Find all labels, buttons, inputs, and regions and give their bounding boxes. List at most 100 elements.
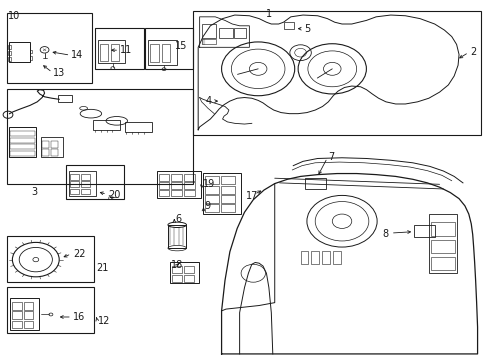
Bar [193,12,480,135]
Bar [221,186,234,194]
Bar [203,173,241,214]
Bar [205,195,219,203]
Bar [100,44,108,61]
Bar [171,190,182,197]
Bar [81,189,90,194]
Text: 22: 22 [73,248,85,258]
Bar [98,40,125,63]
Bar [183,190,194,197]
Text: 19: 19 [203,179,215,189]
Bar [300,251,308,264]
Bar [305,178,325,189]
Bar [332,251,340,264]
Bar [70,174,79,180]
Bar [6,89,193,184]
Bar [311,251,319,264]
Text: 2: 2 [469,47,475,57]
Bar [6,235,94,282]
Text: 12: 12 [98,316,110,326]
Bar [172,266,182,273]
Text: 17: 17 [245,191,257,201]
Bar [9,41,30,62]
Text: 11: 11 [120,45,132,55]
Text: 20: 20 [108,190,120,200]
Bar [201,39,216,44]
Bar [233,28,245,39]
Text: 5: 5 [304,24,310,34]
Text: 3: 3 [31,187,38,197]
Bar [158,174,169,181]
Bar [10,131,35,136]
Bar [9,127,36,157]
Bar [205,204,219,212]
Bar [23,320,33,328]
Bar [205,186,219,194]
Bar [322,251,329,264]
Bar [6,287,94,333]
Bar [23,302,33,310]
Bar [183,182,194,189]
Bar [430,222,454,236]
Bar [144,28,193,69]
Bar [219,28,232,39]
Text: 10: 10 [8,12,20,22]
Text: 6: 6 [175,214,181,224]
Bar [42,149,49,156]
Bar [30,56,32,60]
Text: 8: 8 [381,229,387,239]
Text: 9: 9 [204,201,210,211]
Bar [81,174,90,180]
Bar [158,190,169,197]
Text: 15: 15 [175,41,187,51]
Bar [70,189,79,194]
Bar [65,165,124,199]
Bar [205,176,219,184]
Bar [10,298,39,330]
Text: 21: 21 [96,263,108,273]
Bar [201,24,216,39]
Bar [10,150,35,156]
Bar [111,44,119,61]
Bar [93,120,120,130]
Bar [157,171,200,198]
Bar [8,57,11,61]
Bar [430,239,454,253]
Bar [125,122,152,132]
Bar [12,320,21,328]
Bar [58,95,72,102]
Bar [183,174,194,181]
Bar [172,275,182,282]
Bar [12,311,21,319]
Bar [70,181,79,187]
Bar [69,171,96,196]
Bar [95,28,143,69]
Text: δ←: δ← [108,195,118,201]
Bar [81,181,90,187]
Bar [171,174,182,181]
Bar [8,45,11,49]
Bar [10,138,35,143]
Bar [221,204,234,212]
Bar [23,311,33,319]
Bar [283,22,294,30]
Text: 13: 13 [53,68,65,78]
Text: 18: 18 [171,260,183,270]
Bar [430,257,454,270]
Bar [221,176,234,184]
Text: 1: 1 [265,9,271,19]
Bar [30,50,32,53]
Bar [42,141,49,148]
Bar [8,51,11,55]
Bar [51,149,58,156]
Bar [150,44,158,62]
Text: 16: 16 [73,312,85,322]
Bar [6,13,92,83]
Bar [167,225,186,248]
Bar [413,225,434,237]
Bar [12,302,21,310]
Bar [183,275,193,282]
Bar [221,195,234,203]
Text: 7: 7 [328,152,334,162]
Bar [171,182,182,189]
Bar [158,182,169,189]
